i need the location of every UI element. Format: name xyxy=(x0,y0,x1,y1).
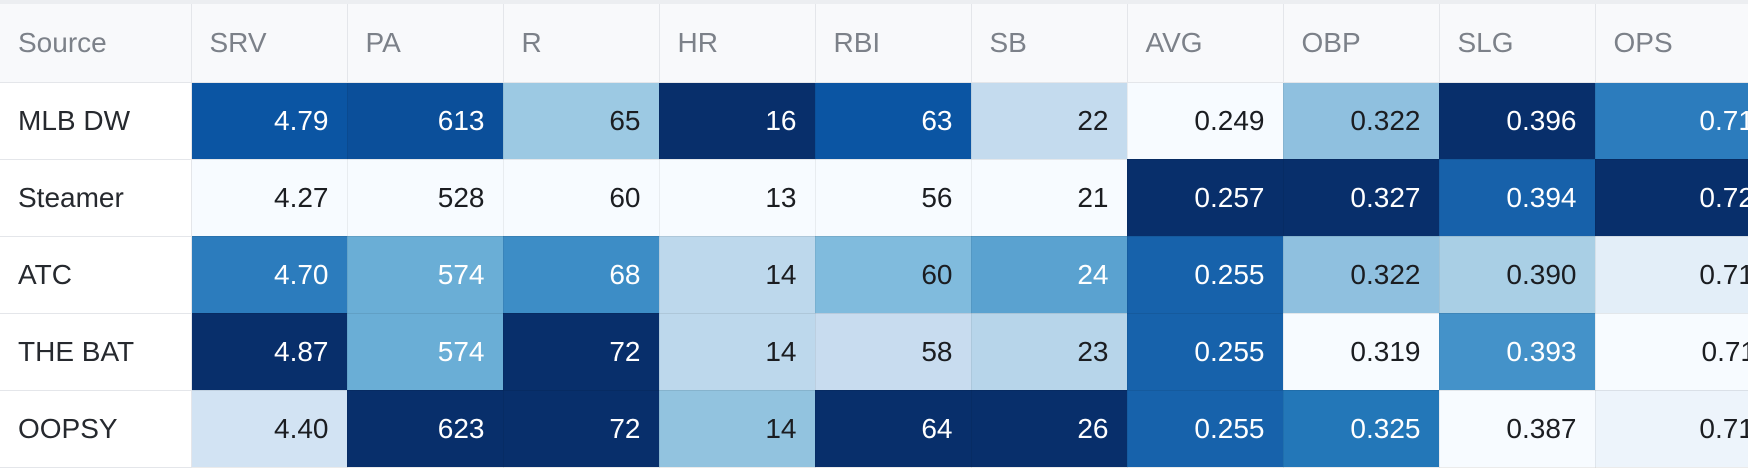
r-cell: 72 xyxy=(503,390,660,468)
sb-cell: 21 xyxy=(971,159,1128,237)
avg-cell: 0.255 xyxy=(1127,313,1284,391)
avg-cell: 0.257 xyxy=(1127,159,1284,237)
column-header-sb[interactable]: SB xyxy=(971,4,1128,83)
srv-cell: 4.79 xyxy=(191,82,348,160)
obp-cell: 0.322 xyxy=(1283,82,1440,160)
slg-cell: 0.387 xyxy=(1439,390,1596,468)
table-row: ATC 4.70 574 68 14 60 24 0.255 0.322 0.3… xyxy=(0,236,1748,314)
avg-cell: 0.255 xyxy=(1127,236,1284,314)
hr-cell: 13 xyxy=(659,159,816,237)
column-header-r[interactable]: R xyxy=(503,4,660,83)
slg-cell: 0.396 xyxy=(1439,82,1596,160)
rbi-cell: 63 xyxy=(815,82,972,160)
ops-cell: 0.711 xyxy=(1595,313,1748,391)
projections-table: Source SRV PA R HR RBI SB AVG OBP SLG OP… xyxy=(0,4,1748,468)
r-cell: 68 xyxy=(503,236,660,314)
pa-cell: 574 xyxy=(347,236,504,314)
sb-cell: 26 xyxy=(971,390,1128,468)
srv-cell: 4.40 xyxy=(191,390,348,468)
rbi-cell: 56 xyxy=(815,159,972,237)
hr-cell: 14 xyxy=(659,390,816,468)
header-row: Source SRV PA R HR RBI SB AVG OBP SLG OP… xyxy=(0,4,1748,83)
table-row: OOPSY 4.40 623 72 14 64 26 0.255 0.325 0… xyxy=(0,390,1748,468)
sb-cell: 23 xyxy=(971,313,1128,391)
slg-cell: 0.394 xyxy=(1439,159,1596,237)
source-cell: THE BAT xyxy=(0,313,192,391)
rbi-cell: 58 xyxy=(815,313,972,391)
source-cell: ATC xyxy=(0,236,192,314)
sb-cell: 24 xyxy=(971,236,1128,314)
srv-cell: 4.87 xyxy=(191,313,348,391)
sb-cell: 22 xyxy=(971,82,1128,160)
pa-cell: 623 xyxy=(347,390,504,468)
table-row: THE BAT 4.87 574 72 14 58 23 0.255 0.319… xyxy=(0,313,1748,391)
source-cell: OOPSY xyxy=(0,390,192,468)
ops-cell: 0.712 xyxy=(1595,390,1748,468)
avg-cell: 0.255 xyxy=(1127,390,1284,468)
r-cell: 60 xyxy=(503,159,660,237)
srv-cell: 4.70 xyxy=(191,236,348,314)
column-header-srv[interactable]: SRV xyxy=(191,4,348,83)
column-header-avg[interactable]: AVG xyxy=(1127,4,1284,83)
hr-cell: 14 xyxy=(659,313,816,391)
source-cell: MLB DW xyxy=(0,82,192,160)
column-header-rbi[interactable]: RBI xyxy=(815,4,972,83)
srv-cell: 4.27 xyxy=(191,159,348,237)
hr-cell: 16 xyxy=(659,82,816,160)
slg-cell: 0.393 xyxy=(1439,313,1596,391)
pa-cell: 528 xyxy=(347,159,504,237)
ops-cell: 0.718 xyxy=(1595,82,1748,160)
rbi-cell: 64 xyxy=(815,390,972,468)
ops-cell: 0.721 xyxy=(1595,159,1748,237)
obp-cell: 0.319 xyxy=(1283,313,1440,391)
obp-cell: 0.327 xyxy=(1283,159,1440,237)
ops-cell: 0.712 xyxy=(1595,236,1748,314)
r-cell: 65 xyxy=(503,82,660,160)
hr-cell: 14 xyxy=(659,236,816,314)
rbi-cell: 60 xyxy=(815,236,972,314)
column-header-pa[interactable]: PA xyxy=(347,4,504,83)
source-cell: Steamer xyxy=(0,159,192,237)
column-header-hr[interactable]: HR xyxy=(659,4,816,83)
obp-cell: 0.325 xyxy=(1283,390,1440,468)
column-header-slg[interactable]: SLG xyxy=(1439,4,1596,83)
column-header-source[interactable]: Source xyxy=(0,4,192,83)
pa-cell: 574 xyxy=(347,313,504,391)
column-header-obp[interactable]: OBP xyxy=(1283,4,1440,83)
pa-cell: 613 xyxy=(347,82,504,160)
avg-cell: 0.249 xyxy=(1127,82,1284,160)
slg-cell: 0.390 xyxy=(1439,236,1596,314)
table-row: MLB DW 4.79 613 65 16 63 22 0.249 0.322 … xyxy=(0,82,1748,160)
r-cell: 72 xyxy=(503,313,660,391)
table-row: Steamer 4.27 528 60 13 56 21 0.257 0.327… xyxy=(0,159,1748,237)
column-header-ops[interactable]: OPS xyxy=(1595,4,1748,83)
obp-cell: 0.322 xyxy=(1283,236,1440,314)
